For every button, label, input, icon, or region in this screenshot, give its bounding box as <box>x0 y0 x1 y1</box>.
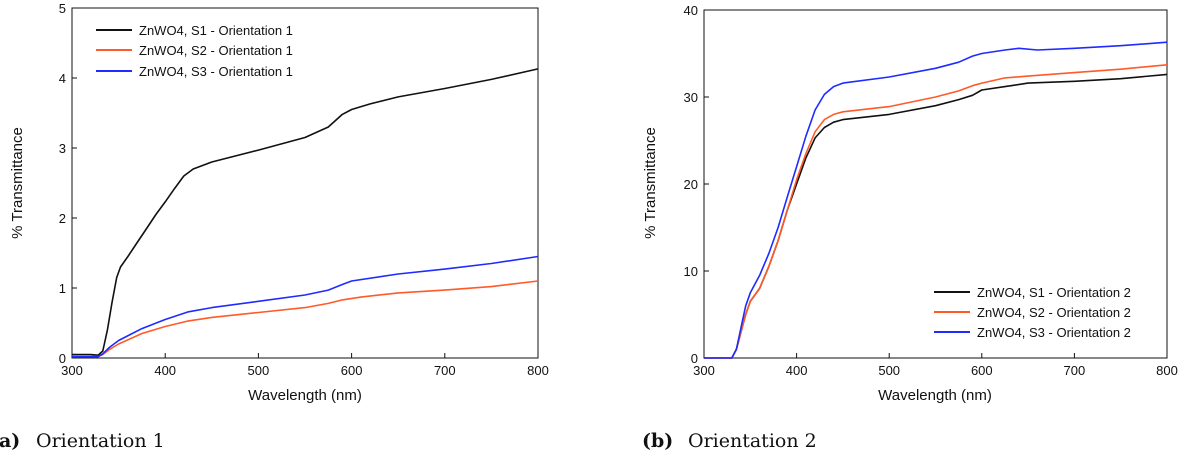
legend-label-s3-a: ZnWO4, S3 - Orientation 1 <box>139 64 293 79</box>
x-tick-label: 400 <box>154 363 176 378</box>
caption-text-b: Orientation 2 <box>688 430 817 452</box>
x-tick-label: 400 <box>786 363 808 378</box>
caption-label-a: (a) <box>0 430 20 452</box>
legend-label-s2-a: ZnWO4, S2 - Orientation 1 <box>139 43 293 58</box>
legend-label-s3-b: ZnWO4, S3 - Orientation 2 <box>977 325 1131 340</box>
caption-label-b: (b) <box>642 430 673 452</box>
x-tick-label: 600 <box>341 363 363 378</box>
chart-panel-b: 300 400 500 600 700 800 0 10 20 30 40 Wavelength (… <box>642 3 1178 452</box>
legend-label-s1-a: ZnWO4, S1 - Orientation 1 <box>139 23 293 38</box>
plot-frame-a <box>71 7 539 359</box>
legend-b: ZnWO4, S1 - Orientation 2 ZnWO4, S2 - Or… <box>934 285 1131 340</box>
y-tick-label: 2 <box>59 211 66 226</box>
x-tick-label: 600 <box>971 363 993 378</box>
legend-label-s1-b: ZnWO4, S1 - Orientation 2 <box>977 285 1131 300</box>
y-tick-label: 5 <box>59 1 66 16</box>
y-tick-label: 30 <box>684 90 698 105</box>
x-tick-label: 500 <box>248 363 270 378</box>
x-tick-label: 800 <box>1156 363 1178 378</box>
y-tick-label: 0 <box>691 351 698 366</box>
y-axis-label-a: % Transmittance <box>9 127 26 239</box>
y-axis-label-b: % Transmittance <box>642 127 659 239</box>
series-line-s3-b <box>704 41 1168 359</box>
series-line-s3-a <box>72 255 539 358</box>
series-group-a <box>72 68 539 358</box>
y-tick-label: 4 <box>59 71 66 86</box>
x-tick-label: 300 <box>693 363 715 378</box>
y-tick-label: 40 <box>684 3 698 18</box>
series-group-b <box>704 41 1168 359</box>
x-tick-label: 700 <box>434 363 456 378</box>
chart-panel-a: 300 400 500 600 700 800 0 1 2 3 4 5 Wavelength (nm)… <box>0 1 549 452</box>
x-tick-label: 500 <box>878 363 900 378</box>
y-tick-label: 10 <box>684 264 698 279</box>
x-tick-label: 700 <box>1064 363 1086 378</box>
x-axis-label-b: Wavelength (nm) <box>878 387 992 404</box>
axis-ticks-a: 300 400 500 600 700 800 0 1 2 3 4 5 <box>59 1 549 378</box>
series-line-s2-a <box>72 280 539 358</box>
x-tick-label: 800 <box>527 363 549 378</box>
y-tick-label: 20 <box>684 177 698 192</box>
series-line-s2-b <box>704 64 1168 359</box>
legend-label-s2-b: ZnWO4, S2 - Orientation 2 <box>977 305 1131 320</box>
x-axis-label-a: Wavelength (nm) <box>248 387 362 404</box>
legend-a: ZnWO4, S1 - Orientation 1 ZnWO4, S2 - Or… <box>96 23 293 79</box>
axis-ticks-b: 300 400 500 600 700 800 0 10 20 30 40 <box>684 3 1178 378</box>
series-line-s1-a <box>72 68 539 356</box>
y-tick-label: 0 <box>59 351 66 366</box>
x-tick-label: 300 <box>61 363 83 378</box>
y-tick-label: 1 <box>59 281 66 296</box>
y-tick-label: 3 <box>59 141 66 156</box>
caption-text-a: Orientation 1 <box>36 430 165 452</box>
